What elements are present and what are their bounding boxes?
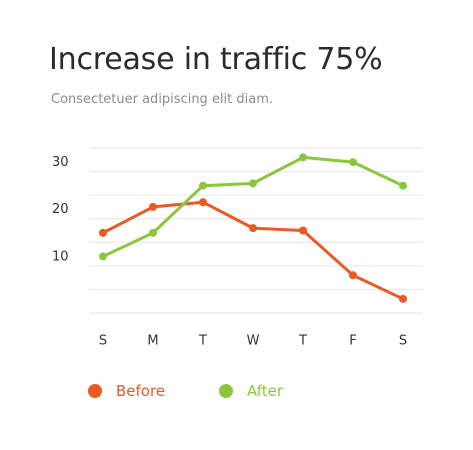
data-point-before[interactable]	[149, 202, 157, 211]
x-tick-label: T	[298, 334, 307, 349]
y-tick-label: 30	[52, 155, 69, 170]
data-point-after[interactable]	[99, 252, 107, 261]
chart-subtitle: Consectetuer adipiscing elit diam.	[51, 92, 274, 107]
data-point-before[interactable]	[349, 271, 357, 280]
legend-label-after: After	[247, 382, 284, 400]
legend-label-before: Before	[116, 382, 166, 400]
x-tick-label: M	[147, 334, 158, 349]
data-point-after[interactable]	[399, 181, 407, 190]
data-point-after[interactable]	[349, 158, 357, 167]
grid-lines	[89, 147, 423, 314]
chart-title: Increase in traffic 75%	[49, 42, 383, 77]
legend-dot-before	[88, 384, 102, 398]
x-tick-label: S	[399, 334, 407, 349]
legend-dot-after	[219, 384, 234, 398]
data-point-before[interactable]	[399, 294, 407, 303]
data-point-before[interactable]	[299, 226, 307, 235]
series-line-after	[101, 155, 405, 258]
legend-item-before[interactable]: Before	[88, 382, 165, 400]
x-tick-label: F	[349, 334, 356, 349]
x-tick-label: T	[198, 334, 207, 349]
data-point-before[interactable]	[249, 224, 257, 233]
y-axis-ticks: 10 20 30	[52, 155, 69, 264]
legend-item-after[interactable]: After	[219, 382, 283, 400]
y-tick-label: 10	[52, 249, 69, 264]
data-point-after[interactable]	[299, 153, 307, 162]
data-point-before[interactable]	[99, 228, 107, 237]
series-lines	[99, 153, 407, 303]
data-point-after[interactable]	[249, 179, 257, 188]
data-point-after[interactable]	[199, 181, 207, 190]
x-tick-label: W	[247, 334, 260, 349]
chart-legend: Before After	[88, 382, 283, 400]
data-point-before[interactable]	[199, 198, 207, 207]
series-line-before	[101, 200, 405, 301]
y-tick-label: 20	[52, 202, 69, 217]
x-tick-label: S	[99, 334, 107, 349]
data-point-after[interactable]	[149, 228, 157, 237]
